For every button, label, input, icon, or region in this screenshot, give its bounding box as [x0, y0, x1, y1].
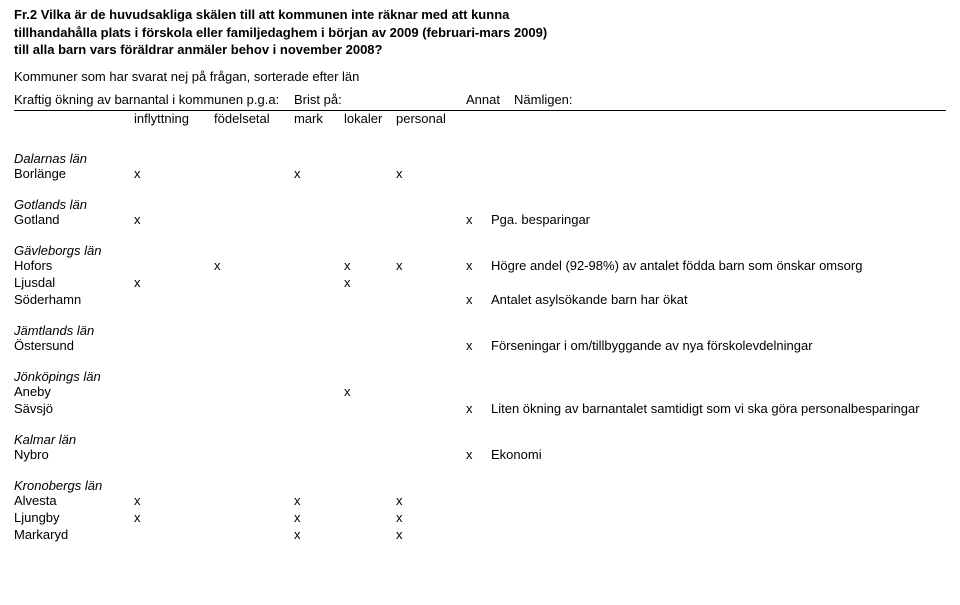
cell-fodelsetal: x [214, 258, 294, 273]
cell-inflyttning: x [134, 212, 214, 227]
header-mark: mark [294, 111, 344, 126]
cell-inflyttning: x [134, 493, 214, 508]
municipality-name: Aneby [14, 384, 134, 399]
cell-annat: x [466, 401, 491, 416]
cell-annat: x [466, 258, 491, 273]
municipality-name: Borlänge [14, 166, 134, 181]
header-brist: Brist på: [294, 92, 466, 107]
cell-personal: x [396, 510, 466, 525]
region-header: Gotlands län [14, 197, 946, 212]
municipality-name: Nybro [14, 447, 134, 462]
cell-personal: x [396, 258, 466, 273]
cell-annat: x [466, 447, 491, 462]
table-row: Nybro xEkonomi [14, 447, 946, 464]
header-lokaler: lokaler [344, 111, 396, 126]
header-fodelsetal: födelsetal [214, 111, 294, 126]
cell-namligen: Förseningar i om/tillbyggande av nya för… [491, 338, 946, 353]
region-header: Kalmar län [14, 432, 946, 447]
table-header-sub: inflyttning födelsetal mark lokaler pers… [14, 111, 946, 129]
cell-namligen: Ekonomi [491, 447, 946, 462]
table-row: HoforsxxxxHögre andel (92-98%) av antale… [14, 258, 946, 275]
table-row: Borlängexxx [14, 166, 946, 183]
header-inflyttning: inflyttning [134, 111, 214, 126]
region-header: Dalarnas län [14, 151, 946, 166]
cell-mark: x [294, 527, 344, 542]
table-row: Östersund xFörseningar i om/tillbyggande … [14, 338, 946, 355]
table-row: Alvestaxxx [14, 493, 946, 510]
cell-annat: x [466, 212, 491, 227]
table-row: Sävsjö xLiten ökning av barnantalet samti… [14, 401, 946, 418]
cell-lokaler: x [344, 384, 396, 399]
title-line: Fr.2 Vilka är de huvudsakliga skälen til… [14, 6, 946, 24]
cell-namligen: Högre andel (92-98%) av antalet födda ba… [491, 258, 946, 273]
municipality-name: Hofors [14, 258, 134, 273]
header-namligen: Nämligen: [514, 92, 946, 107]
cell-namligen: Liten ökning av barnantalet samtidigt so… [491, 401, 946, 416]
municipality-name: Gotland [14, 212, 134, 227]
municipality-name: Alvesta [14, 493, 134, 508]
region-header: Jönköpings län [14, 369, 946, 384]
municipality-name: Östersund [14, 338, 134, 353]
municipality-name: Markaryd [14, 527, 134, 542]
table-row: GotlandxxPga. besparingar [14, 212, 946, 229]
cell-mark: x [294, 510, 344, 525]
cell-mark: x [294, 493, 344, 508]
cell-mark: x [294, 166, 344, 181]
title-line: till alla barn vars föräldrar anmäler be… [14, 41, 946, 59]
table-row: Ljusdalxx [14, 275, 946, 292]
table-row: Söderhamn xAntalet asylsökande barn har ö… [14, 292, 946, 309]
table-body: Dalarnas länBorlängexxxGotlands länGotla… [14, 151, 946, 544]
region-header: Gävleborgs län [14, 243, 946, 258]
region-header: Kronobergs län [14, 478, 946, 493]
cell-inflyttning: x [134, 275, 214, 290]
cell-personal: x [396, 493, 466, 508]
table-row: Aneby x [14, 384, 946, 401]
cell-namligen: Antalet asylsökande barn har ökat [491, 292, 946, 307]
header-annat: Annat [466, 92, 514, 107]
table-row: Markaryd x x [14, 527, 946, 544]
table-header-top: Kraftig ökning av barnantal i kommunen p… [14, 92, 946, 111]
subtitle: Kommuner som har svarat nej på frågan, s… [14, 69, 946, 84]
cell-namligen: Pga. besparingar [491, 212, 946, 227]
cell-lokaler: x [344, 275, 396, 290]
municipality-name: Ljungby [14, 510, 134, 525]
cell-annat: x [466, 338, 491, 353]
cell-personal: x [396, 166, 466, 181]
header-left: Kraftig ökning av barnantal i kommunen p… [14, 92, 294, 107]
municipality-name: Söderhamn [14, 292, 134, 307]
cell-inflyttning: x [134, 510, 214, 525]
municipality-name: Ljusdal [14, 275, 134, 290]
cell-personal: x [396, 527, 466, 542]
cell-annat: x [466, 292, 491, 307]
question-title: Fr.2 Vilka är de huvudsakliga skälen til… [14, 6, 946, 59]
title-line: tillhandahålla plats i förskola eller fa… [14, 24, 946, 42]
table-row: Ljungbyxxx [14, 510, 946, 527]
region-header: Jämtlands län [14, 323, 946, 338]
header-personal: personal [396, 111, 466, 126]
cell-inflyttning: x [134, 166, 214, 181]
cell-lokaler: x [344, 258, 396, 273]
municipality-name: Sävsjö [14, 401, 134, 416]
